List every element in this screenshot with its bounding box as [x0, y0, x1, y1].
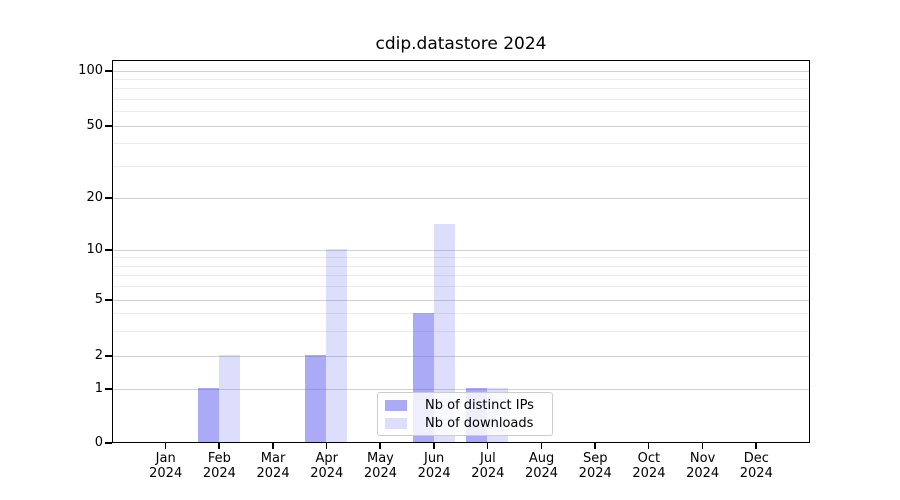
x-tick-jun — [433, 443, 435, 449]
y-tick-2 — [105, 355, 112, 357]
legend-swatch-downloads — [385, 417, 407, 429]
y-tick-100 — [105, 70, 112, 72]
gridline-minor-7 — [113, 275, 809, 277]
x-tick-label-oct: Oct 2024 — [621, 451, 677, 481]
x-tick-label-month-sep: Sep — [582, 451, 608, 466]
gridline-major-50 — [113, 125, 809, 127]
x-tick-label-month-feb: Feb — [207, 451, 231, 466]
x-tick-label-month-aug: Aug — [528, 451, 555, 466]
x-tick-aug — [540, 443, 543, 449]
legend-row-distinct-ips: Nb of distinct IPs — [385, 398, 546, 413]
x-tick-label-month-dec: Dec — [743, 451, 769, 466]
gridline-major-10 — [113, 249, 809, 251]
gridline-minor-90 — [113, 78, 809, 80]
bar-apr-distinct-ips — [305, 355, 327, 442]
plot-area — [112, 60, 810, 443]
x-tick-label-month-apr: Apr — [315, 451, 339, 466]
gridline-minor-30 — [113, 165, 809, 167]
y-tick-label-10: 10 — [86, 242, 103, 257]
legend-label-downloads: Nb of downloads — [425, 415, 534, 431]
x-tick-label-month-jun: Jun — [423, 451, 445, 466]
x-tick-label-month-oct: Oct — [637, 451, 661, 466]
x-tick-dec — [755, 443, 757, 449]
x-tick-oct — [647, 443, 650, 449]
y-tick-label-5: 5 — [94, 292, 103, 307]
gridline-major-20 — [113, 197, 809, 199]
gridline-minor-80 — [113, 88, 809, 90]
x-tick-label-year-aug: 2024 — [524, 466, 559, 481]
gridline-minor-70 — [113, 98, 809, 100]
x-tick-label-month-may: May — [367, 451, 394, 466]
x-tick-apr — [325, 443, 328, 449]
x-tick-label-year-nov: 2024 — [686, 466, 720, 481]
x-tick-label-year-oct: 2024 — [632, 466, 666, 481]
x-tick-label-month-mar: Mar — [260, 451, 286, 466]
y-tick-20 — [105, 197, 112, 199]
x-tick-jul — [486, 443, 489, 449]
gridline-major-1 — [113, 388, 809, 390]
x-tick-label-may: May 2024 — [352, 451, 408, 481]
x-tick-label-apr: Apr 2024 — [299, 451, 355, 481]
y-tick-0 — [105, 442, 112, 444]
gridline-minor-8 — [113, 265, 809, 267]
chart-title: cdip.datastore 2024 — [375, 34, 547, 54]
x-tick-label-year-feb: 2024 — [202, 466, 236, 481]
gridline-minor-9 — [113, 257, 809, 259]
x-tick-label-jul: Jul 2024 — [460, 451, 516, 481]
x-tick-label-month-jan: Jan — [155, 451, 176, 466]
x-tick-label-year-jan: 2024 — [149, 466, 183, 481]
x-tick-jan — [164, 443, 167, 449]
x-tick-label-jan: Jan 2024 — [138, 451, 194, 481]
x-tick-label-mar: Mar 2024 — [245, 451, 301, 481]
x-tick-label-sep: Sep 2024 — [567, 451, 623, 481]
bar-feb-distinct-ips — [197, 388, 219, 442]
x-tick-nov — [701, 443, 704, 449]
gridline-minor-40 — [113, 143, 809, 145]
x-tick-label-year-mar: 2024 — [256, 466, 290, 481]
x-tick-mar — [272, 443, 274, 449]
bar-feb-downloads — [218, 355, 240, 442]
legend-swatch-distinct-ips — [385, 399, 407, 411]
bar-jun-downloads — [433, 223, 455, 442]
gridline-minor-3 — [113, 330, 809, 332]
x-tick-label-year-sep: 2024 — [578, 466, 612, 481]
x-tick-label-month-nov: Nov — [689, 451, 716, 466]
y-tick-10 — [105, 249, 112, 251]
y-tick-label-50: 50 — [86, 118, 103, 133]
gridline-minor-60 — [113, 111, 809, 113]
legend-label-distinct-ips: Nb of distinct IPs — [425, 397, 534, 413]
y-tick-label-1: 1 — [94, 381, 103, 396]
x-tick-label-year-jun: 2024 — [417, 466, 451, 481]
y-tick-1 — [105, 388, 112, 390]
y-tick-label-100: 100 — [78, 63, 103, 78]
legend-row-downloads: Nb of downloads — [385, 416, 546, 431]
x-tick-label-feb: Feb 2024 — [191, 451, 247, 481]
x-tick-label-year-dec: 2024 — [739, 466, 773, 481]
y-tick-50 — [105, 125, 112, 127]
x-tick-label-year-may: 2024 — [363, 466, 397, 481]
gridline-major-2 — [113, 355, 809, 357]
x-tick-may — [379, 443, 381, 449]
gridline-major-100 — [113, 70, 809, 72]
legend: Nb of distinct IPs Nb of downloads — [377, 392, 553, 436]
x-tick-label-dec: Dec 2024 — [728, 451, 784, 481]
x-tick-label-year-apr: 2024 — [310, 466, 344, 481]
x-tick-label-year-jul: 2024 — [471, 466, 505, 481]
gridline-major-5 — [113, 299, 809, 301]
x-tick-label-month-jul: Jul — [480, 451, 496, 466]
x-tick-feb — [218, 443, 220, 449]
y-tick-label-0: 0 — [94, 435, 103, 450]
y-tick-label-2: 2 — [94, 348, 103, 363]
x-tick-sep — [594, 443, 596, 449]
x-tick-label-aug: Aug 2024 — [514, 451, 570, 481]
bar-apr-downloads — [326, 249, 348, 442]
x-tick-label-nov: Nov 2024 — [675, 451, 731, 481]
gridline-minor-4 — [113, 313, 809, 315]
y-tick-5 — [105, 299, 112, 301]
y-tick-label-20: 20 — [86, 190, 103, 205]
gridline-minor-6 — [113, 286, 809, 288]
x-tick-label-jun: Jun 2024 — [406, 451, 462, 481]
